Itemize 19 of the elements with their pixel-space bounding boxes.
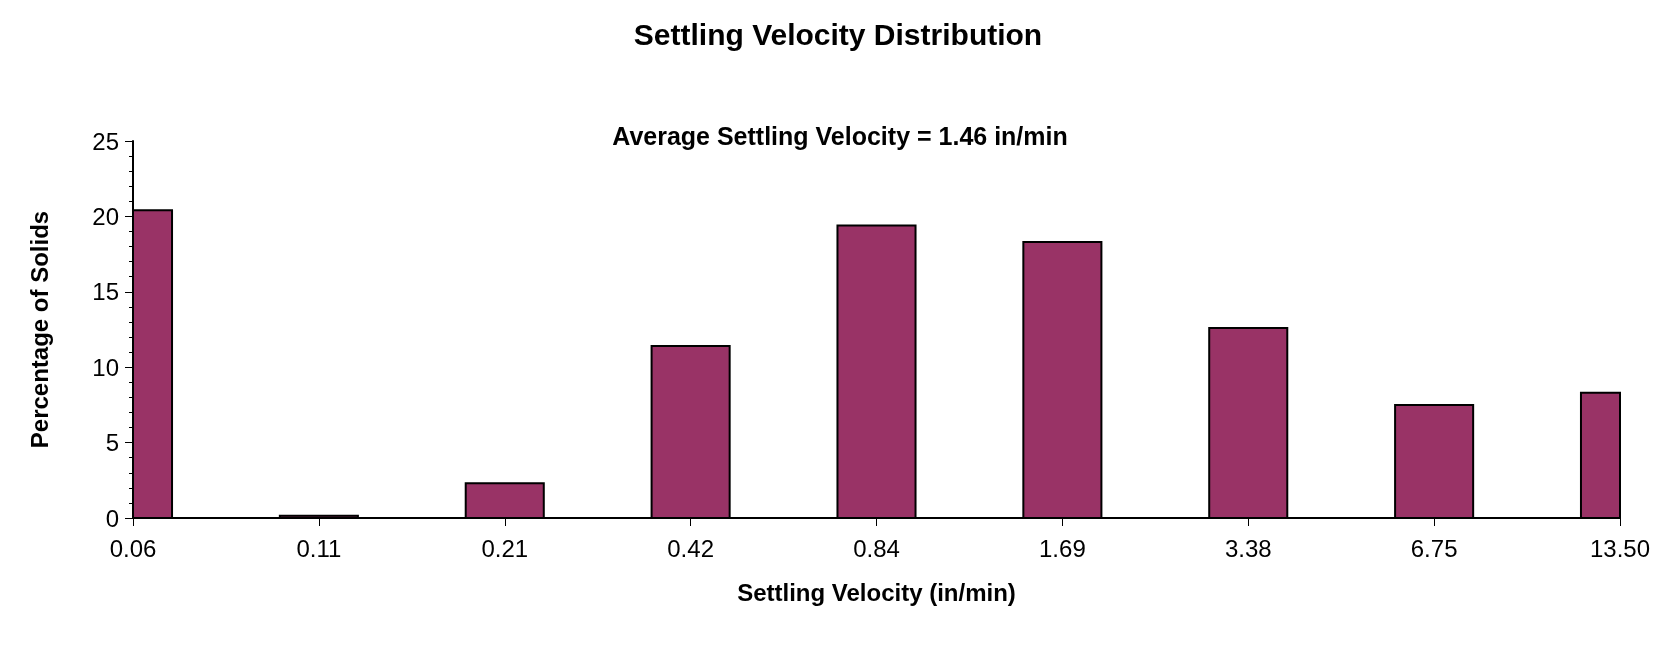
x-tick-label: 6.75 xyxy=(1410,534,1458,562)
y-tick-label: 25 xyxy=(92,127,119,155)
x-tick-label: 0.06 xyxy=(109,534,157,562)
y-axis-title: Percentage of Solids xyxy=(25,210,53,449)
x-tick-label: 0.42 xyxy=(667,534,714,562)
x-axis-title: Settling Velocity (in/min) xyxy=(737,578,1016,606)
x-tick-label: 0.21 xyxy=(481,534,529,562)
chart-subtitle: Average Settling Velocity = 1.46 in/min xyxy=(612,121,1068,150)
y-tick-label: 15 xyxy=(92,278,119,306)
x-tick-label: 0.84 xyxy=(853,534,900,562)
y-tick-label: 5 xyxy=(105,429,119,457)
y-tick-label: 20 xyxy=(92,202,119,230)
y-tick-label: 0 xyxy=(105,504,119,532)
y-tick-label: 10 xyxy=(92,353,119,381)
x-tick-label: 1.69 xyxy=(1039,534,1086,562)
x-tick-label: 0.11 xyxy=(296,534,342,562)
x-tick-label: 3.38 xyxy=(1224,534,1272,562)
chart-title: Settling Velocity Distribution xyxy=(633,17,1043,51)
x-tick-label: 13.50 xyxy=(1589,534,1651,562)
